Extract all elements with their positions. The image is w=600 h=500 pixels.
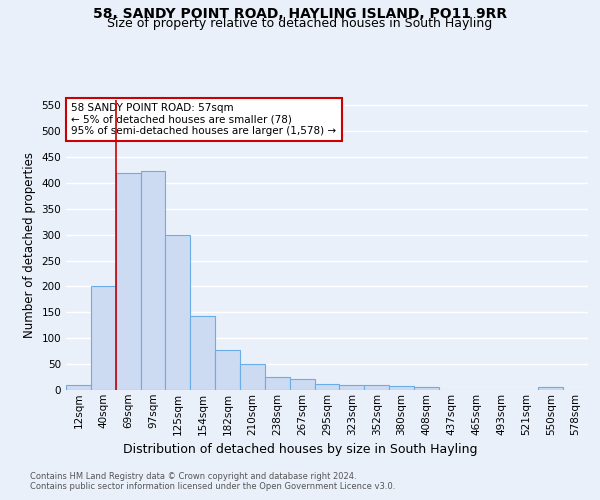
- Bar: [140, 172, 166, 390]
- Bar: [364, 385, 389, 390]
- Bar: [91, 286, 116, 390]
- Bar: [414, 388, 439, 390]
- Bar: [66, 385, 91, 390]
- Text: Contains public sector information licensed under the Open Government Licence v3: Contains public sector information licen…: [30, 482, 395, 491]
- Bar: [190, 316, 215, 390]
- Bar: [166, 234, 190, 390]
- Bar: [116, 172, 140, 390]
- Text: Size of property relative to detached houses in South Hayling: Size of property relative to detached ho…: [107, 18, 493, 30]
- Bar: [265, 377, 290, 390]
- Bar: [314, 384, 340, 390]
- Text: 58, SANDY POINT ROAD, HAYLING ISLAND, PO11 9RR: 58, SANDY POINT ROAD, HAYLING ISLAND, PO…: [93, 8, 507, 22]
- Bar: [215, 350, 240, 390]
- Bar: [290, 378, 314, 390]
- Bar: [240, 364, 265, 390]
- Bar: [340, 385, 364, 390]
- Y-axis label: Number of detached properties: Number of detached properties: [23, 152, 36, 338]
- Text: Contains HM Land Registry data © Crown copyright and database right 2024.: Contains HM Land Registry data © Crown c…: [30, 472, 356, 481]
- Bar: [538, 388, 563, 390]
- Text: Distribution of detached houses by size in South Hayling: Distribution of detached houses by size …: [123, 442, 477, 456]
- Text: 58 SANDY POINT ROAD: 57sqm
← 5% of detached houses are smaller (78)
95% of semi-: 58 SANDY POINT ROAD: 57sqm ← 5% of detac…: [71, 103, 337, 136]
- Bar: [389, 386, 414, 390]
